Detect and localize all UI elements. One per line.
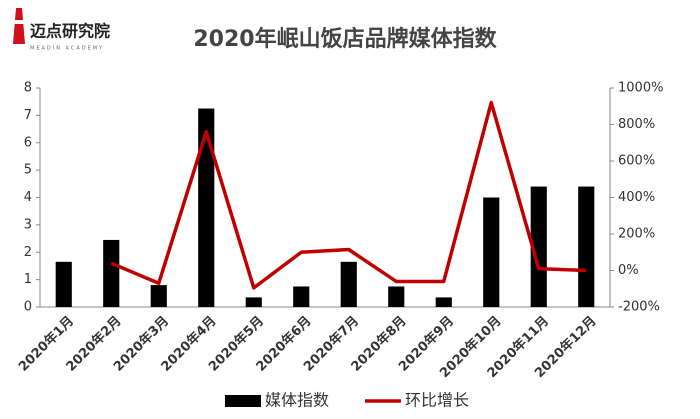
y-tick-label: 4: [24, 190, 32, 205]
y2-tick-label: 200%: [618, 227, 655, 242]
y-tick-label: 3: [24, 217, 32, 232]
bar: [483, 197, 500, 307]
bar: [55, 261, 72, 307]
y2-tick-label: 0%: [618, 263, 639, 278]
logo-subtitle: MEADIN ACADEMY: [30, 46, 104, 52]
y-tick-label: 6: [24, 135, 32, 150]
bar: [103, 239, 120, 307]
legend-label: 媒体指数: [265, 391, 329, 410]
bar: [150, 285, 167, 307]
logo-name: 迈点研究院: [30, 22, 110, 41]
bar: [245, 297, 262, 307]
y2-tick-label: -200%: [618, 300, 660, 315]
y-tick-label: 7: [24, 108, 32, 123]
bar: [198, 108, 215, 307]
legend-label: 环比增长: [405, 391, 469, 410]
logo: 迈点研究院 MEADIN ACADEMY: [13, 8, 110, 52]
bar: [530, 186, 547, 307]
y-tick-label: 8: [24, 81, 32, 96]
bar: [340, 261, 357, 307]
legend-swatch: [225, 395, 261, 407]
y2-tick-label: 800%: [618, 117, 655, 132]
y2-tick-label: 400%: [618, 190, 655, 205]
bar: [578, 186, 595, 307]
chart-title: 2020年岷山饭店品牌媒体指数: [193, 26, 497, 52]
line: [110, 100, 587, 290]
y-tick-label: 5: [24, 163, 32, 178]
y2-tick-label: 600%: [618, 154, 655, 169]
y2-tick-label: 1000%: [618, 81, 663, 96]
logo-icon-stripe: [14, 20, 24, 24]
y-tick-label: 1: [24, 272, 32, 287]
bar: [435, 297, 452, 307]
y-tick-label: 0: [24, 300, 32, 315]
bar: [388, 286, 405, 307]
y-tick-label: 2: [24, 245, 32, 260]
bar: [293, 286, 310, 307]
logo-icon: [13, 8, 25, 44]
